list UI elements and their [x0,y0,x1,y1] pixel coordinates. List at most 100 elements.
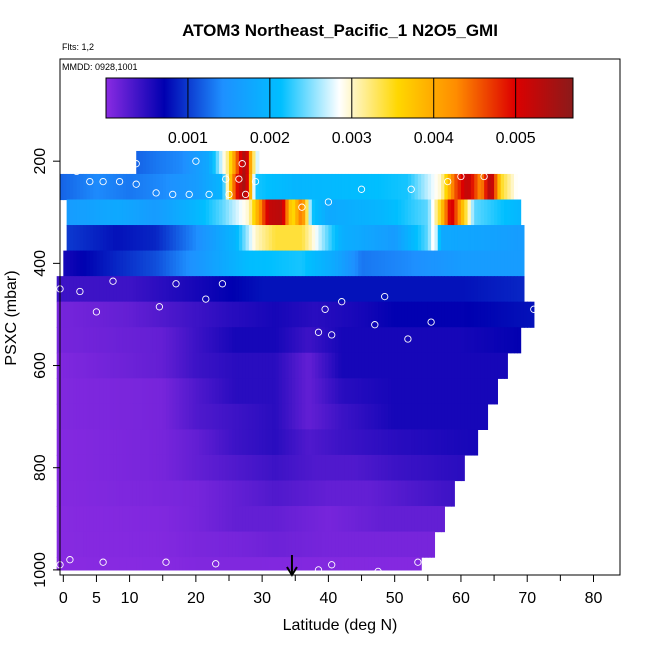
heatmap-cell [169,506,174,533]
heatmap-cell [189,173,194,201]
heatmap-cell [222,429,227,456]
heatmap-cell [368,480,373,507]
heatmap-cell [288,480,293,507]
heatmap-cell [275,250,280,277]
heatmap-cell [119,557,124,571]
heatmap-cell [162,250,167,277]
heatmap-cell [308,506,313,533]
heatmap-cell [199,225,204,252]
heatmap-cell [119,506,124,533]
heatmap-cell [199,429,204,456]
heatmap-cell [159,150,164,175]
heatmap-cell [298,429,303,456]
heatmap-cell [129,506,134,533]
heatmap-cell [152,276,157,303]
heatmap-cell [232,557,237,571]
heatmap-cell [172,173,177,201]
heatmap-cell [56,480,61,507]
heatmap-cell [351,480,356,507]
heatmap-cell [175,378,180,405]
heatmap-cell [315,454,320,482]
heatmap-cell [235,250,240,277]
heatmap-cell [272,301,276,328]
heatmap-cell [404,429,409,456]
heatmap-cell [494,199,498,226]
heatmap-cell [162,378,167,405]
heatmap-cell [192,150,197,175]
heatmap-cell [282,352,286,379]
heatmap-cell [298,352,303,379]
heatmap-cell [212,429,217,456]
heatmap-cell [351,378,356,405]
heatmap-cell [96,506,101,533]
heatmap-cell [311,506,316,533]
heatmap-cell [341,173,346,201]
heatmap-cell [454,378,459,405]
heatmap-cell [427,403,432,430]
heatmap-cell [166,480,170,507]
heatmap-cell [242,276,247,303]
heatmap-cell [441,352,445,379]
heatmap-cell [407,506,412,533]
heatmap-cell [424,276,429,303]
heatmap-cell [99,557,104,571]
heatmap-cell [477,301,482,328]
heatmap-cell [431,352,436,379]
heatmap-cell [344,403,349,430]
heatmap-cell [447,480,452,507]
heatmap-cell [60,480,64,507]
observation-point [338,298,346,306]
heatmap-cell [222,327,227,354]
heatmap-cell [397,352,402,379]
heatmap-cell [411,506,416,533]
heatmap-cell [179,352,184,379]
heatmap-cell [275,173,280,201]
heatmap-cell [116,429,121,456]
heatmap-cell [66,480,71,507]
heatmap-cell [338,352,343,379]
heatmap-cell [447,378,452,405]
heatmap-cell [411,429,416,456]
heatmap-cell [321,403,326,430]
heatmap-cell [252,173,257,201]
heatmap-cell [146,250,151,277]
heatmap-cell [272,225,276,252]
heatmap-cell [73,557,78,571]
heatmap-cell [122,199,127,226]
heatmap-cell [285,480,290,507]
heatmap-cell [146,378,151,405]
heatmap-cell [122,250,127,277]
heatmap-cell [467,225,472,252]
heatmap-cell [119,327,124,354]
heatmap-cell [477,250,482,277]
heatmap-cell [215,429,220,456]
heatmap-cell [460,378,465,405]
heatmap-cell [338,378,343,405]
heatmap-cell [99,378,104,405]
heatmap-cell [404,480,409,507]
heatmap-cell [417,199,422,226]
heatmap-cell [288,557,293,571]
heatmap-cell [182,429,187,456]
heatmap-cell [179,429,184,456]
heatmap-cell [331,403,336,430]
heatmap-cell [497,173,502,201]
heatmap-cell [278,403,283,430]
heatmap-cell [341,352,346,379]
heatmap-cell [252,506,257,533]
heatmap-cell [275,378,280,405]
heatmap-cell [252,199,257,226]
heatmap-cell [182,301,187,328]
heatmap-cell [83,199,88,226]
heatmap-cell [411,454,416,482]
heatmap-cell [364,199,369,226]
heatmap-cell [361,327,366,354]
heatmap-cell [172,250,177,277]
heatmap-cell [219,429,223,456]
heatmap-cell [179,250,184,277]
heatmap-cell [86,276,91,303]
heatmap-cell [325,454,329,482]
heatmap-cell [116,225,121,252]
heatmap-cell [424,454,429,482]
heatmap-cell [381,327,386,354]
